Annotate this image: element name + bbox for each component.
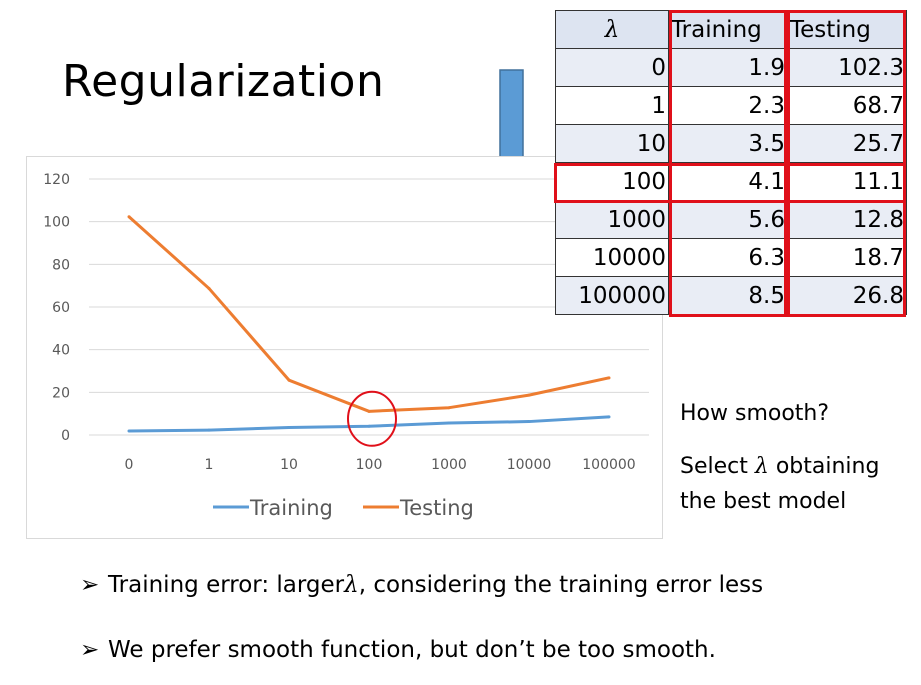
x-tick-label: 100 [356,457,383,473]
cell-lambda: 100000 [555,276,669,315]
data-point [207,286,211,290]
cell-testing: 102.3 [787,48,907,87]
cell-lambda: 10 [555,124,669,163]
x-tick-label: 0 [125,457,134,473]
slide-title: Regularization [62,56,385,107]
table-row: 10 3.5 25.7 [555,124,907,163]
y-tick-label: 80 [52,257,70,273]
cell-training: 6.3 [668,238,788,277]
data-point [367,409,371,413]
data-point [287,426,291,430]
y-tick-label: 100 [43,215,70,231]
col-header-training: Training [668,10,788,49]
cell-lambda: 1 [555,86,669,125]
cell-training: 4.1 [668,162,788,201]
x-tick-label: 10000 [507,457,552,473]
x-tick-label: 1 [205,457,214,473]
data-point [607,376,611,380]
cell-training: 3.5 [668,124,788,163]
col-header-lambda: λ [555,10,669,49]
arrow-bullet-icon: ➢ [80,637,100,663]
cell-testing: 25.7 [787,124,907,163]
arrow-bullet-icon: ➢ [80,572,100,598]
table-row: 0 1.9 102.3 [555,48,907,87]
table-row: 1 2.3 68.7 [555,86,907,125]
cell-training: 5.6 [668,200,788,239]
table-row: 1000 5.6 12.8 [555,200,907,239]
data-point [447,406,451,410]
y-tick-label: 60 [52,300,70,316]
data-point [607,415,611,419]
cell-lambda: 10000 [555,238,669,277]
table-row: 10000 6.3 18.7 [555,238,907,277]
y-tick-label: 20 [52,385,70,401]
data-point [127,215,131,219]
cell-lambda: 1000 [555,200,669,239]
data-point [367,424,371,428]
data-point [527,393,531,397]
y-tick-label: 120 [43,172,70,188]
bullet-prefer-smooth: ➢ We prefer smooth function, but don’t be… [80,637,716,663]
side-question: How smooth? [680,401,830,426]
cell-testing: 18.7 [787,238,907,277]
data-table: λ Training Testing 0 1.9 102.3 1 2.3 68.7 10 3.… [555,10,907,315]
cell-training: 2.3 [668,86,788,125]
legend-label: Training [249,496,333,520]
cell-training: 1.9 [668,48,788,87]
data-point [527,420,531,424]
side-select-line1: Select λ obtaining [680,454,880,479]
cell-testing: 12.8 [787,200,907,239]
cell-lambda: 100 [555,162,669,201]
series-line-training [128,415,610,433]
side-select-line2: the best model [680,489,847,514]
table-row: 100 4.1 11.1 [555,162,907,201]
y-tick-label: 0 [61,428,70,444]
table-row: 100000 8.5 26.8 [555,276,907,315]
bullet-training-error: ➢ Training error: largerλ, considering th… [80,572,764,598]
data-point [447,421,451,425]
cell-training: 8.5 [668,276,788,315]
y-tick-label: 40 [52,343,70,359]
cell-testing: 11.1 [787,162,907,201]
data-point [127,429,131,433]
data-point [287,378,291,382]
cell-testing: 68.7 [787,86,907,125]
col-header-testing: Testing [787,10,907,49]
legend-label: Testing [399,496,474,520]
table-header-row: λ Training Testing [555,10,907,49]
x-tick-label: 1000 [431,457,467,473]
lambda-symbol: λ [754,454,769,479]
annotation-circle [347,390,397,447]
data-point [207,428,211,432]
cell-testing: 26.8 [787,276,907,315]
chart-svg: 0 20 40 60 80 100 120 0 1 10 100 1000 10000 100000 Tra… [43,172,649,520]
series-line-testing [127,215,610,413]
cell-lambda: 0 [555,48,669,87]
x-tick-label: 10 [280,457,298,473]
x-tick-label: 100000 [582,457,635,473]
lambda-symbol: λ [344,572,359,598]
